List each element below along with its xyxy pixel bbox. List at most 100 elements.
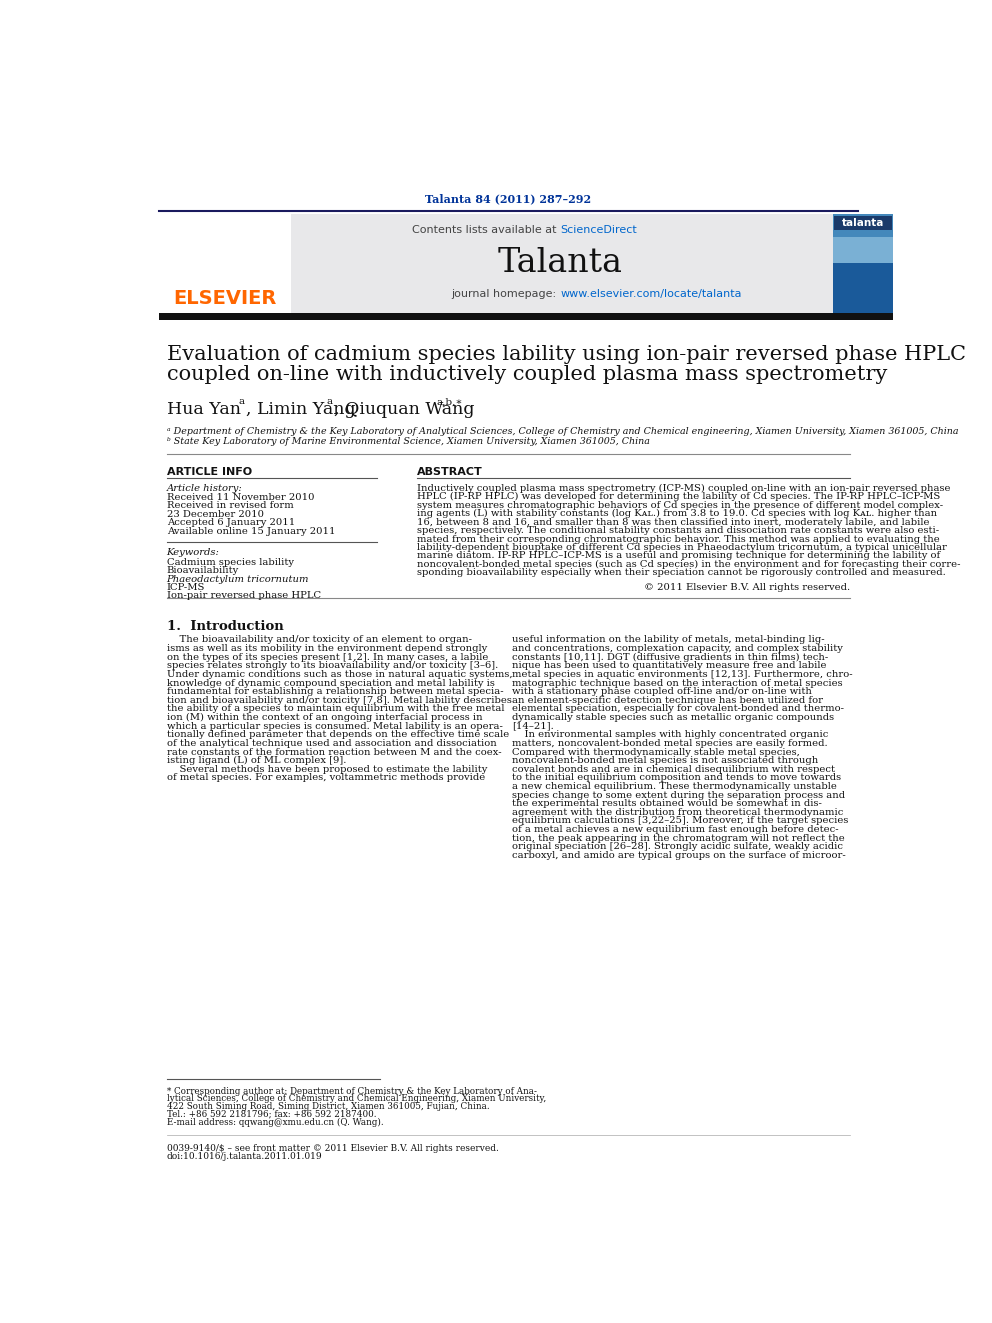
Text: a: a	[326, 397, 332, 406]
Text: and concentrations, complexation capacity, and complex stability: and concentrations, complexation capacit…	[512, 644, 843, 654]
Text: the experimental results obtained would be somewhat in dis-: the experimental results obtained would …	[512, 799, 822, 808]
Text: fundamental for establishing a relationship between metal specia-: fundamental for establishing a relations…	[167, 687, 503, 696]
Text: Available online 15 January 2011: Available online 15 January 2011	[167, 527, 335, 536]
Text: 16, between 8 and 16, and smaller than 8 was then classified into inert, moderat: 16, between 8 and 16, and smaller than 8…	[417, 517, 930, 527]
Text: ELSEVIER: ELSEVIER	[173, 290, 277, 308]
Text: Tel.: +86 592 2181796; fax: +86 592 2187400.: Tel.: +86 592 2181796; fax: +86 592 2187…	[167, 1110, 376, 1119]
Text: tionally defined parameter that depends on the effective time scale: tionally defined parameter that depends …	[167, 730, 509, 740]
Text: tion and bioavailability and/or toxicity [7,8]. Metal lability describes: tion and bioavailability and/or toxicity…	[167, 696, 512, 705]
Text: journal homepage:: journal homepage:	[451, 288, 560, 299]
Text: Evaluation of cadmium species lability using ion-pair reversed phase HPLC: Evaluation of cadmium species lability u…	[167, 345, 965, 364]
Text: isms as well as its mobility in the environment depend strongly: isms as well as its mobility in the envi…	[167, 644, 487, 654]
Text: ion (M) within the context of an ongoing interfacial process in: ion (M) within the context of an ongoing…	[167, 713, 482, 722]
Text: a,b,∗: a,b,∗	[436, 397, 462, 406]
Text: Inductively coupled plasma mass spectrometry (ICP-MS) coupled on-line with an io: Inductively coupled plasma mass spectrom…	[417, 484, 950, 493]
Text: Compared with thermodynamically stable metal species,: Compared with thermodynamically stable m…	[512, 747, 801, 757]
Text: constants [10,11]. DGT (diffusive gradients in thin films) tech-: constants [10,11]. DGT (diffusive gradie…	[512, 652, 828, 662]
Text: a: a	[239, 397, 245, 406]
Text: rate constants of the formation reaction between M and the coex-: rate constants of the formation reaction…	[167, 747, 501, 757]
Text: the ability of a species to maintain equilibrium with the free metal: the ability of a species to maintain equ…	[167, 704, 504, 713]
Text: 1.  Introduction: 1. Introduction	[167, 620, 284, 632]
Text: noncovalent-bonded metal species is not associated through: noncovalent-bonded metal species is not …	[512, 757, 818, 765]
Text: www.elsevier.com/locate/talanta: www.elsevier.com/locate/talanta	[560, 288, 742, 299]
Text: doi:10.1016/j.talanta.2011.01.019: doi:10.1016/j.talanta.2011.01.019	[167, 1152, 322, 1162]
Bar	[291, 214, 833, 312]
Text: ICP-MS: ICP-MS	[167, 583, 205, 591]
Text: of a metal achieves a new equilibrium fast enough before detec-: of a metal achieves a new equilibrium fa…	[512, 826, 839, 833]
Text: nique has been used to quantitatively measure free and labile: nique has been used to quantitatively me…	[512, 662, 826, 671]
Text: 0039-9140/$ – see front matter © 2011 Elsevier B.V. All rights reserved.: 0039-9140/$ – see front matter © 2011 El…	[167, 1143, 499, 1152]
Bar	[833, 263, 893, 312]
Text: ARTICLE INFO: ARTICLE INFO	[167, 467, 252, 476]
Text: covalent bonds and are in chemical disequilibrium with respect: covalent bonds and are in chemical diseq…	[512, 765, 835, 774]
Text: ScienceDirect: ScienceDirect	[560, 225, 637, 234]
Text: equilibrium calculations [3,22–25]. Moreover, if the target species: equilibrium calculations [3,22–25]. More…	[512, 816, 848, 826]
Text: Several methods have been proposed to estimate the lability: Several methods have been proposed to es…	[167, 765, 487, 774]
Text: matographic technique based on the interaction of metal species: matographic technique based on the inter…	[512, 679, 843, 688]
Text: Talanta: Talanta	[498, 246, 623, 279]
Text: , Limin Yang: , Limin Yang	[246, 401, 355, 418]
Text: species, respectively. The conditional stability constants and dissociation rate: species, respectively. The conditional s…	[417, 527, 939, 534]
Bar	[834, 216, 892, 230]
Bar	[159, 312, 893, 320]
Text: noncovalent-bonded metal species (such as Cd species) in the environment and for: noncovalent-bonded metal species (such a…	[417, 560, 960, 569]
Text: on the types of its species present [1,2]. In many cases, a labile: on the types of its species present [1,2…	[167, 652, 488, 662]
Text: Accepted 6 January 2011: Accepted 6 January 2011	[167, 519, 295, 528]
Text: to the initial equilibrium composition and tends to move towards: to the initial equilibrium composition a…	[512, 774, 841, 782]
Text: Received in revised form: Received in revised form	[167, 501, 294, 511]
Text: 23 December 2010: 23 December 2010	[167, 509, 264, 519]
Text: Talanta 84 (2011) 287–292: Talanta 84 (2011) 287–292	[426, 193, 591, 204]
Text: Phaeodactylum tricornutum: Phaeodactylum tricornutum	[167, 574, 310, 583]
Text: marine diatom. IP-RP HPLC–ICP-MS is a useful and promising technique for determi: marine diatom. IP-RP HPLC–ICP-MS is a us…	[417, 552, 940, 561]
Text: an element-specific detection technique has been utilized for: an element-specific detection technique …	[512, 696, 823, 705]
Text: ing agents (L) with stability constants (log Kᴀʟ.) from 3.8 to 19.0. Cd species : ing agents (L) with stability constants …	[417, 509, 937, 519]
Text: © 2011 Elsevier B.V. All rights reserved.: © 2011 Elsevier B.V. All rights reserved…	[644, 583, 850, 591]
Text: * Corresponding author at: Department of Chemistry & the Key Laboratory of Ana-: * Corresponding author at: Department of…	[167, 1086, 537, 1095]
Bar	[833, 214, 893, 312]
Text: E-mail address: qqwang@xmu.edu.cn (Q. Wang).: E-mail address: qqwang@xmu.edu.cn (Q. Wa…	[167, 1118, 383, 1127]
Text: coupled on-line with inductively coupled plasma mass spectrometry: coupled on-line with inductively coupled…	[167, 365, 887, 384]
Text: carboxyl, and amido are typical groups on the surface of microor-: carboxyl, and amido are typical groups o…	[512, 851, 846, 860]
Text: [14–21].: [14–21].	[512, 721, 554, 730]
Text: of the analytical technique used and association and dissociation: of the analytical technique used and ass…	[167, 738, 496, 747]
Text: species relates strongly to its bioavailability and/or toxicity [3–6].: species relates strongly to its bioavail…	[167, 662, 498, 671]
Text: with a stationary phase coupled off-line and/or on-line with: with a stationary phase coupled off-line…	[512, 687, 812, 696]
Text: Keywords:: Keywords:	[167, 548, 219, 557]
Text: ABSTRACT: ABSTRACT	[417, 467, 483, 476]
Text: a new chemical equilibrium. These thermodynamically unstable: a new chemical equilibrium. These thermo…	[512, 782, 837, 791]
Text: Contents lists available at: Contents lists available at	[413, 225, 560, 234]
Text: elemental speciation, especially for covalent-bonded and thermo-: elemental speciation, especially for cov…	[512, 704, 844, 713]
Text: , Qiuquan Wang: , Qiuquan Wang	[334, 401, 474, 418]
Text: Bioavailability: Bioavailability	[167, 566, 239, 576]
Text: agreement with the distribution from theoretical thermodynamic: agreement with the distribution from the…	[512, 808, 843, 816]
Text: which a particular species is consumed. Metal lability is an opera-: which a particular species is consumed. …	[167, 721, 503, 730]
Text: mated from their corresponding chromatographic behavior. This method was applied: mated from their corresponding chromatog…	[417, 534, 939, 544]
Text: knowledge of dynamic compound speciation and metal lability is: knowledge of dynamic compound speciation…	[167, 679, 494, 688]
Text: metal species in aquatic environments [12,13]. Furthermore, chro-: metal species in aquatic environments [1…	[512, 669, 853, 679]
Text: The bioavailability and/or toxicity of an element to organ-: The bioavailability and/or toxicity of a…	[167, 635, 471, 644]
Text: dynamically stable species such as metallic organic compounds: dynamically stable species such as metal…	[512, 713, 834, 722]
Text: Article history:: Article history:	[167, 484, 242, 492]
Text: matters, noncovalent-bonded metal species are easily formed.: matters, noncovalent-bonded metal specie…	[512, 738, 828, 747]
Text: Received 11 November 2010: Received 11 November 2010	[167, 493, 314, 501]
Text: sponding bioavailability especially when their speciation cannot be rigorously c: sponding bioavailability especially when…	[417, 569, 945, 577]
Text: Under dynamic conditions such as those in natural aquatic systems,: Under dynamic conditions such as those i…	[167, 669, 512, 679]
Text: useful information on the lability of metals, metal-binding lig-: useful information on the lability of me…	[512, 635, 825, 644]
Text: In environmental samples with highly concentrated organic: In environmental samples with highly con…	[512, 730, 828, 740]
Text: lability-dependent biouptake of different Cd species in Phaeodactylum tricornutu: lability-dependent biouptake of differen…	[417, 542, 946, 552]
Bar	[833, 214, 893, 237]
Bar	[159, 214, 291, 312]
Text: talanta: talanta	[842, 218, 885, 228]
Text: Hua Yan: Hua Yan	[167, 401, 241, 418]
Text: Ion-pair reversed phase HPLC: Ion-pair reversed phase HPLC	[167, 591, 320, 601]
Text: 422 South Siming Road, Siming District, Xiamen 361005, Fujian, China.: 422 South Siming Road, Siming District, …	[167, 1102, 489, 1111]
Text: original speciation [26–28]. Strongly acidic sulfate, weakly acidic: original speciation [26–28]. Strongly ac…	[512, 843, 843, 852]
Text: isting ligand (L) of ML complex [9].: isting ligand (L) of ML complex [9].	[167, 757, 346, 765]
Text: lytical Sciences, College of Chemistry and Chemical Engineering, Xiamen Universi: lytical Sciences, College of Chemistry a…	[167, 1094, 546, 1103]
Text: tion, the peak appearing in the chromatogram will not reflect the: tion, the peak appearing in the chromato…	[512, 833, 845, 843]
Text: Cadmium species lability: Cadmium species lability	[167, 557, 294, 566]
Text: of metal species. For examples, voltammetric methods provide: of metal species. For examples, voltamme…	[167, 774, 485, 782]
Text: HPLC (IP-RP HPLC) was developed for determining the lability of Cd species. The : HPLC (IP-RP HPLC) was developed for dete…	[417, 492, 940, 501]
Text: ᵃ Department of Chemistry & the Key Laboratory of Analytical Sciences, College o: ᵃ Department of Chemistry & the Key Labo…	[167, 427, 958, 435]
Text: system measures chromatographic behaviors of Cd species in the presence of diffe: system measures chromatographic behavior…	[417, 500, 943, 509]
